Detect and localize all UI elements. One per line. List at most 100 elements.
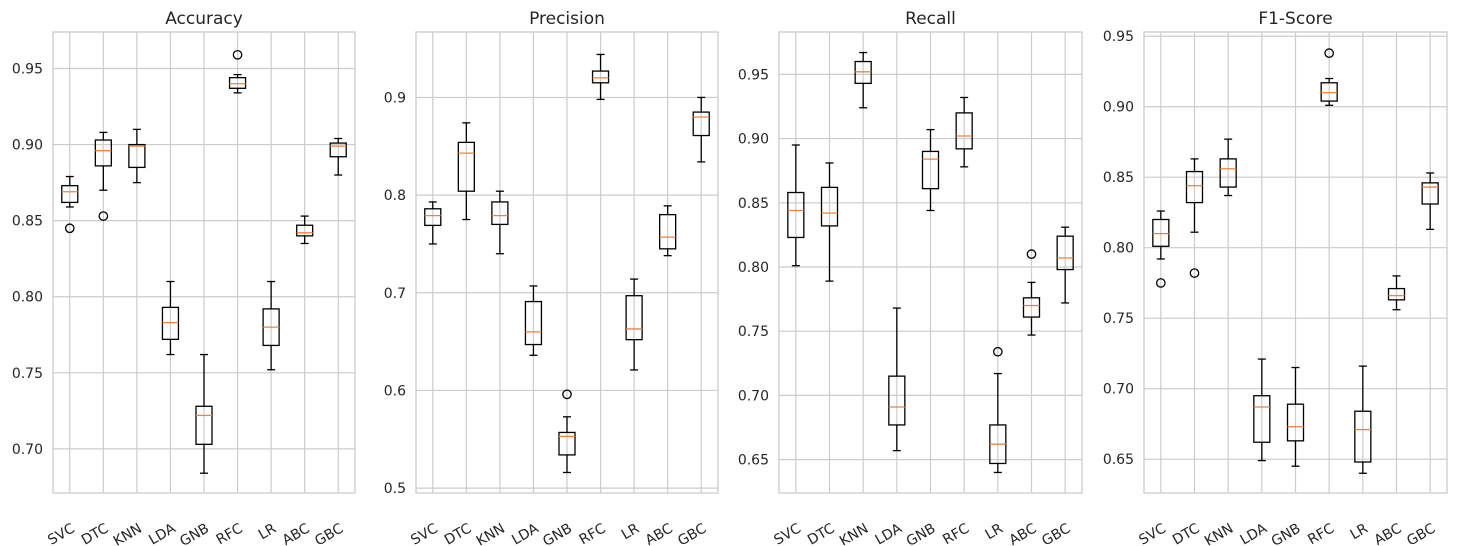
iqr-box [1320, 82, 1338, 102]
box-GNB [558, 389, 576, 474]
box-DTC [820, 162, 839, 282]
box-RFC [1320, 48, 1338, 106]
axes-frame [1143, 31, 1448, 494]
y-tick-label: 0.6 [384, 383, 406, 399]
box-DTC [457, 122, 475, 221]
subplot-title: Recall [905, 9, 956, 29]
box-KNN [854, 51, 872, 109]
y-tick-label: 0.75 [738, 324, 769, 340]
iqr-box [128, 143, 146, 169]
box-RFC [228, 49, 247, 94]
y-tick-label: 0.75 [12, 366, 43, 382]
box-ABC [1387, 275, 1406, 311]
iqr-box [296, 224, 314, 237]
box-ABC [659, 205, 677, 257]
x-tick-label: LR [1348, 520, 1371, 543]
y-tick-label: 0.7 [384, 286, 406, 302]
box-LDA [161, 280, 180, 356]
iqr-box [1286, 403, 1305, 442]
iqr-box [1219, 158, 1237, 188]
y-tick-label: 0.90 [738, 132, 769, 148]
iqr-box [424, 208, 442, 227]
box-ABC [296, 215, 314, 245]
box-GNB [195, 353, 213, 474]
iqr-box [1253, 395, 1271, 443]
iqr-box [1387, 287, 1406, 301]
box-LDA [1253, 358, 1271, 462]
y-tick-label: 0.85 [12, 214, 43, 230]
y-tick-label: 0.95 [738, 67, 769, 83]
box-RFC [591, 53, 610, 101]
outlier-point [1324, 48, 1335, 58]
iqr-box [61, 185, 79, 204]
iqr-box [591, 70, 610, 84]
box-LR [989, 346, 1007, 474]
iqr-box [1022, 297, 1041, 318]
y-tick-label: 0.80 [1103, 241, 1134, 257]
iqr-box [1152, 218, 1170, 247]
y-tick-label: 0.65 [1103, 452, 1134, 468]
y-tick-label: 0.85 [738, 196, 769, 212]
outlier-point [232, 49, 243, 60]
box-LDA [524, 285, 543, 356]
box-LDA [888, 307, 906, 452]
iqr-box [820, 186, 839, 227]
box-KNN [1219, 138, 1237, 197]
y-tick-label: 0.70 [1103, 382, 1134, 398]
box-LR [625, 278, 643, 371]
y-tick-label: 0.75 [1103, 311, 1134, 327]
box-KNN [491, 190, 509, 255]
iqr-box [692, 111, 710, 137]
iqr-box [625, 295, 643, 341]
outlier-point [562, 389, 572, 400]
y-tick-label: 0.65 [738, 453, 769, 469]
box-LR [1354, 365, 1372, 474]
outlier-point [1189, 268, 1200, 278]
outlier-point [1026, 249, 1037, 260]
box-GBC [329, 137, 347, 176]
iqr-box [659, 213, 677, 250]
outlier-point [1155, 278, 1166, 288]
iqr-box [195, 405, 213, 445]
iqr-box [524, 300, 543, 346]
axes-frame [778, 31, 1083, 494]
y-tick-label: 0.9 [384, 90, 406, 106]
box-GBC [692, 96, 710, 163]
y-tick-label: 0.80 [738, 260, 769, 276]
box-RFC [955, 96, 973, 168]
box-GBC [1056, 226, 1074, 304]
box-SVC [61, 175, 79, 234]
x-tick-label: LR [619, 520, 642, 543]
iqr-box [491, 201, 509, 226]
box-KNN [128, 128, 146, 184]
iqr-box [457, 141, 475, 192]
y-tick-label: 0.8 [384, 188, 406, 204]
box-SVC [424, 201, 442, 245]
subplot-title: Precision [529, 9, 605, 29]
y-tick-label: 0.95 [1103, 29, 1134, 45]
y-tick-label: 0.90 [12, 138, 43, 154]
box-SVC [787, 144, 805, 267]
iqr-box [558, 431, 576, 456]
outlier-point [992, 346, 1003, 357]
box-GNB [921, 128, 940, 212]
iqr-box [787, 191, 805, 239]
box-DTC [94, 131, 112, 221]
iqr-box [1354, 410, 1372, 463]
iqr-box [1421, 182, 1439, 205]
iqr-box [161, 306, 180, 340]
axes-frame [52, 31, 356, 494]
iqr-box [955, 112, 973, 150]
y-tick-label: 0.70 [12, 442, 43, 458]
y-tick-label: 0.70 [738, 388, 769, 404]
iqr-box [94, 139, 112, 167]
iqr-box [1056, 235, 1074, 271]
box-LR [262, 280, 280, 371]
x-tick-label: LR [983, 520, 1006, 543]
outlier-point [64, 223, 75, 234]
